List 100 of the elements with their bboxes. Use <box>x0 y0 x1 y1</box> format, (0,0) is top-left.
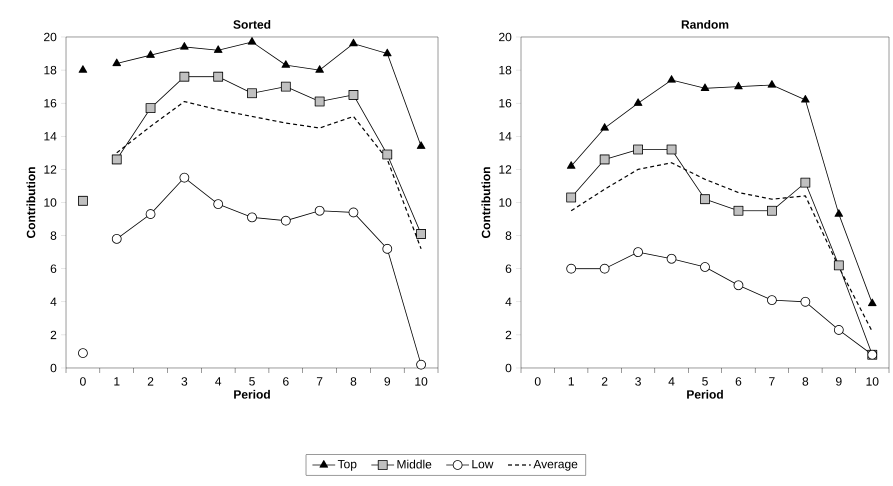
y-tick-label: 20 <box>44 32 56 42</box>
point <box>600 123 609 131</box>
chart-title: Random <box>682 20 728 29</box>
point <box>247 88 257 98</box>
y-tick-label: 6 <box>50 264 56 273</box>
y-axis-title: Contribution <box>481 167 490 238</box>
y-tick-label: 8 <box>506 231 512 240</box>
point <box>767 295 777 306</box>
point <box>213 72 224 82</box>
x-tick-label: 1 <box>114 377 120 386</box>
x-tick-label: 3 <box>635 377 641 386</box>
x-tick-label: 10 <box>415 377 428 386</box>
y-tick-label: 18 <box>44 66 56 74</box>
x-tick-label: 4 <box>668 377 675 386</box>
x-tick-label: 5 <box>702 377 708 386</box>
point <box>179 72 190 82</box>
point <box>734 82 743 90</box>
x-tick-label: 6 <box>736 377 742 386</box>
point <box>801 94 810 103</box>
point <box>700 83 710 91</box>
point <box>600 264 610 274</box>
point <box>314 206 325 216</box>
y-tick-label: 4 <box>50 298 56 306</box>
point <box>700 194 710 204</box>
legend-label: Low <box>472 460 494 468</box>
y-tick-label: 14 <box>44 132 56 140</box>
y-tick-label: 16 <box>499 98 512 108</box>
x-tick-label: 7 <box>769 377 775 386</box>
x-tick-label: 8 <box>350 377 356 386</box>
point <box>416 229 426 239</box>
x-tick-label: 6 <box>283 377 289 386</box>
y-tick-label: 12 <box>499 165 512 174</box>
point <box>180 42 189 50</box>
point <box>734 280 744 290</box>
point <box>566 161 576 169</box>
point <box>667 75 676 83</box>
x-tick-label: 9 <box>836 377 842 386</box>
y-tick-label: 16 <box>44 98 56 108</box>
point <box>248 37 256 45</box>
y-tick-label: 20 <box>499 32 512 42</box>
point <box>416 141 426 149</box>
x-tick-label: 3 <box>181 377 188 386</box>
point <box>767 206 777 216</box>
point <box>800 178 810 188</box>
x-tick-label: 10 <box>866 377 878 386</box>
point <box>78 196 88 206</box>
point <box>834 260 844 270</box>
point <box>382 48 392 56</box>
point <box>834 209 844 217</box>
x-tick-label: 7 <box>316 377 322 386</box>
y-tick-label: 10 <box>44 198 56 207</box>
y-tick-label: 2 <box>50 330 56 340</box>
point <box>666 144 676 154</box>
point <box>146 209 156 219</box>
y-tick-label: 10 <box>499 198 512 207</box>
point <box>314 96 325 106</box>
point <box>348 208 358 218</box>
point <box>382 150 392 160</box>
point <box>214 45 222 53</box>
point <box>112 234 122 244</box>
y-axis-title: Contribution <box>26 167 36 238</box>
x-tick-label: 8 <box>802 377 808 386</box>
x-axis-title: Period <box>687 390 723 399</box>
point <box>282 60 290 68</box>
point <box>348 90 358 100</box>
x-tick-label: 4 <box>215 377 222 386</box>
point <box>768 80 776 88</box>
point <box>382 244 392 254</box>
point <box>247 212 257 222</box>
point <box>634 98 642 106</box>
point <box>600 154 610 164</box>
point <box>179 172 190 183</box>
point <box>112 58 122 66</box>
x-tick-label: 2 <box>148 377 154 386</box>
legend-label: Average <box>533 460 578 471</box>
y-tick-label: 12 <box>44 165 56 174</box>
point <box>834 325 844 335</box>
point <box>566 192 576 202</box>
point <box>868 298 877 306</box>
y-tick-label: 0 <box>50 364 56 372</box>
legend-label: Middle <box>397 460 432 469</box>
point <box>112 154 122 164</box>
point <box>280 216 291 226</box>
point <box>700 262 710 272</box>
point <box>666 254 676 264</box>
y-tick-label: 8 <box>50 231 56 240</box>
y-tick-label: 4 <box>505 298 512 306</box>
legend-label: Top <box>338 460 356 471</box>
x-tick-label: 0 <box>80 377 86 386</box>
x-tick-label: 2 <box>602 377 608 386</box>
point <box>146 103 156 114</box>
y-tick-label: 14 <box>499 132 512 140</box>
point <box>213 199 224 210</box>
x-tick-label: 1 <box>568 377 574 386</box>
point <box>734 206 744 216</box>
point <box>280 82 291 92</box>
x-tick-label: 5 <box>249 377 255 386</box>
point <box>633 144 643 154</box>
x-tick-label: 0 <box>534 377 541 386</box>
point <box>416 360 426 370</box>
